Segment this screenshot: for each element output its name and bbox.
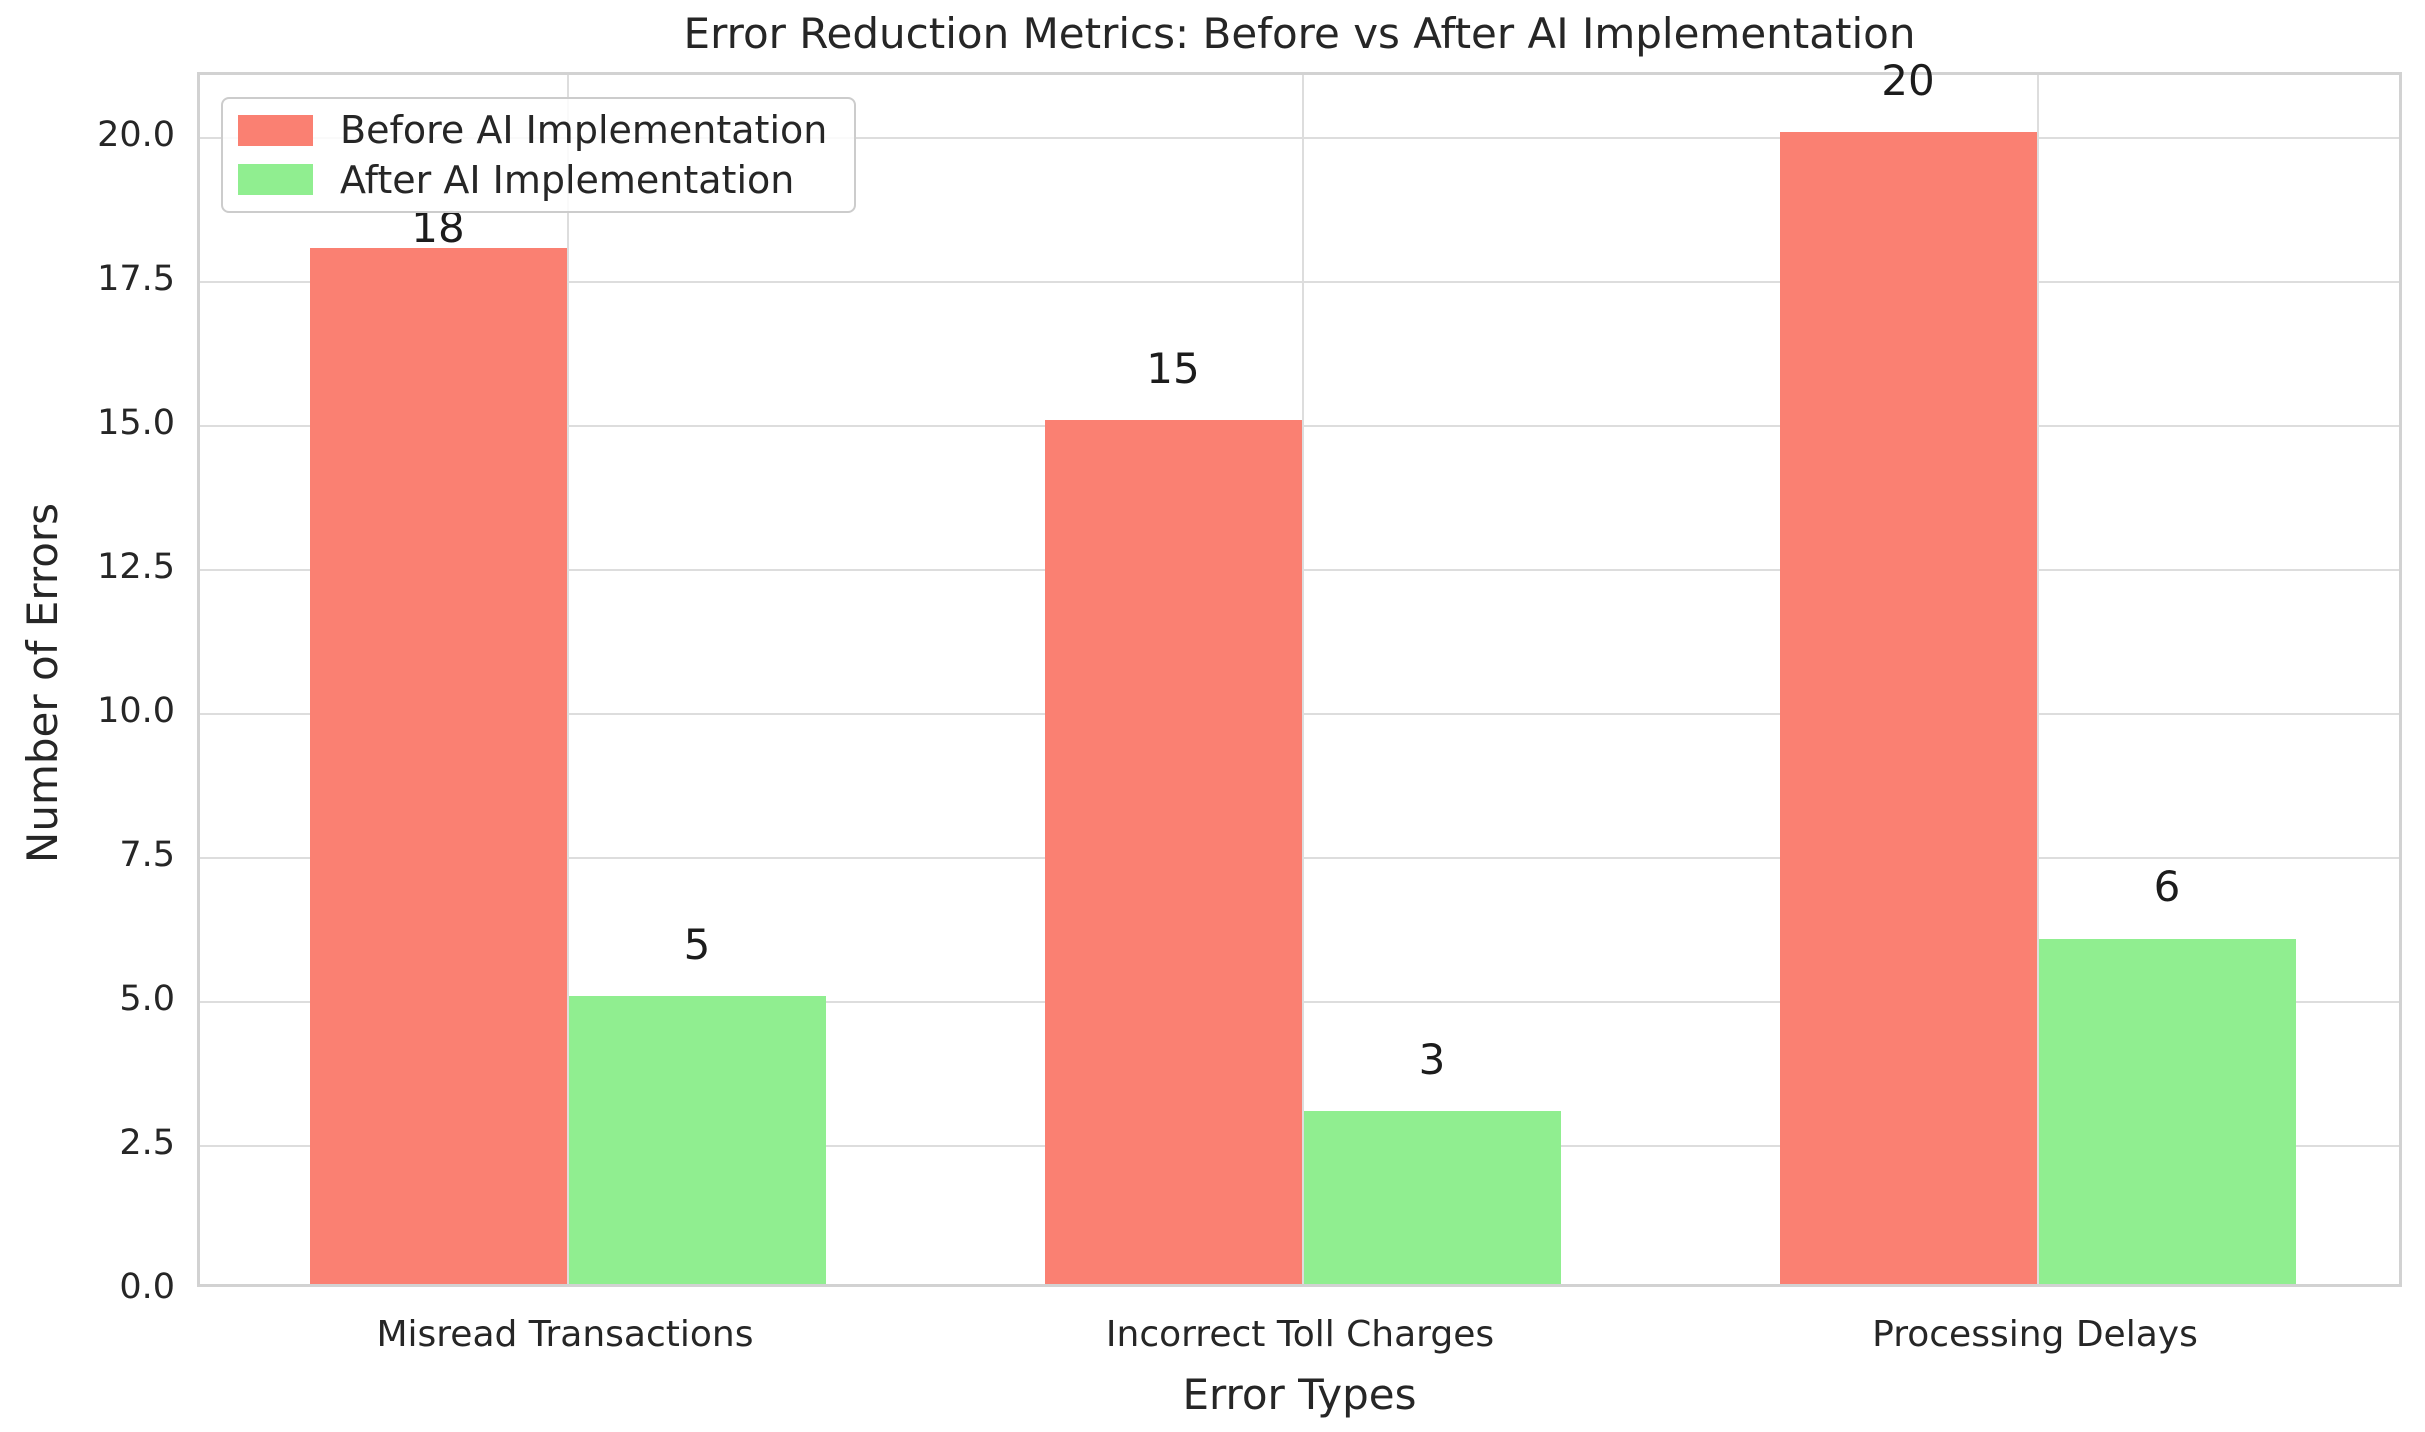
y-tick-label: 0.0: [119, 1267, 175, 1307]
y-tick-label: 2.5: [119, 1123, 175, 1163]
legend-label: Before AI Implementation: [340, 108, 828, 153]
y-tick-label: 20.0: [97, 115, 175, 155]
bar-value-label: 20: [1881, 56, 1935, 105]
chart-title: Error Reduction Metrics: Before vs After…: [683, 9, 1916, 58]
bar-value-label: 6: [2153, 862, 2181, 911]
y-tick-label: 15.0: [97, 403, 175, 443]
bar-after-2: [2039, 939, 2296, 1284]
bar-before-1: [1045, 420, 1302, 1284]
legend-swatch: [238, 114, 313, 146]
legend-item: Before AI Implementation: [238, 108, 854, 152]
y-tick-label: 10.0: [97, 691, 175, 731]
x-tick-label: Processing Delays: [1872, 1314, 2198, 1355]
plot-area: 18 15 20 5 3 6: [197, 56, 2402, 1287]
bar-after-0: [569, 996, 826, 1284]
x-tick-label: Misread Transactions: [376, 1314, 754, 1355]
y-gridline: [200, 137, 2399, 140]
bar-before-0: [310, 248, 567, 1284]
x-gridline: [1302, 75, 1304, 1284]
x-axis-label: Error Types: [1182, 1370, 1417, 1419]
y-tick-label: 12.5: [97, 547, 175, 587]
legend-swatch: [238, 164, 313, 196]
legend-label: After AI Implementation: [340, 157, 795, 202]
x-tick-label: Incorrect Toll Charges: [1105, 1314, 1495, 1355]
legend-item: After AI Implementation: [238, 158, 854, 202]
bar-value-label: 5: [683, 920, 711, 969]
y-tick-label: 7.5: [119, 835, 175, 875]
bar-before-2: [1780, 132, 2037, 1284]
x-gridline: [2037, 75, 2039, 1284]
bar-after-1: [1304, 1111, 1561, 1284]
x-gridline: [567, 75, 569, 1284]
legend: Before AI Implementation After AI Impleme…: [221, 97, 856, 213]
bar-value-label: 3: [1418, 1035, 1446, 1084]
y-gridline: [200, 281, 2399, 284]
y-tick-label: 17.5: [97, 259, 175, 299]
bar-value-label: 15: [1146, 344, 1200, 393]
y-tick-label: 5.0: [119, 979, 175, 1019]
